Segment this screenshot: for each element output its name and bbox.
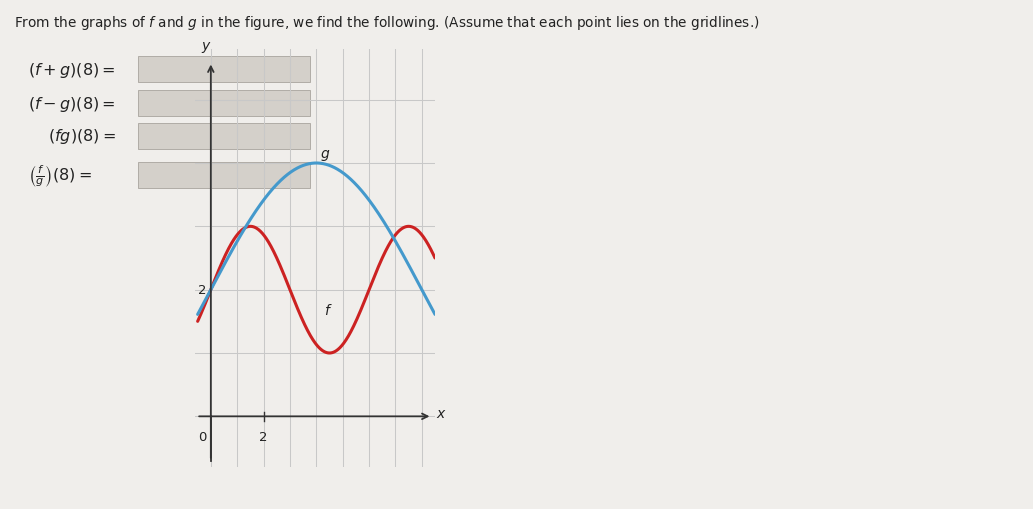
Text: x: x	[436, 406, 444, 420]
Polygon shape	[138, 163, 310, 189]
Text: $(f - g)(8) =$: $(f - g)(8) =$	[28, 94, 116, 114]
Text: 2: 2	[197, 284, 206, 297]
Text: $\left(\frac{f}{g}\right)(8) =$: $\left(\frac{f}{g}\right)(8) =$	[28, 163, 92, 188]
Polygon shape	[138, 57, 310, 83]
Text: y: y	[201, 39, 210, 53]
Polygon shape	[138, 124, 310, 150]
Text: $(fg)(8) =$: $(fg)(8) =$	[48, 127, 116, 146]
Text: From the graphs of $f$ and $g$ in the figure, we find the following. (Assume tha: From the graphs of $f$ and $g$ in the fi…	[14, 14, 759, 32]
Text: g: g	[320, 147, 330, 160]
Polygon shape	[138, 91, 310, 117]
Text: 2: 2	[259, 431, 268, 443]
Text: f: f	[324, 303, 330, 317]
Text: $(f + g)(8) =$: $(f + g)(8) =$	[28, 61, 116, 79]
Text: 0: 0	[197, 431, 206, 443]
